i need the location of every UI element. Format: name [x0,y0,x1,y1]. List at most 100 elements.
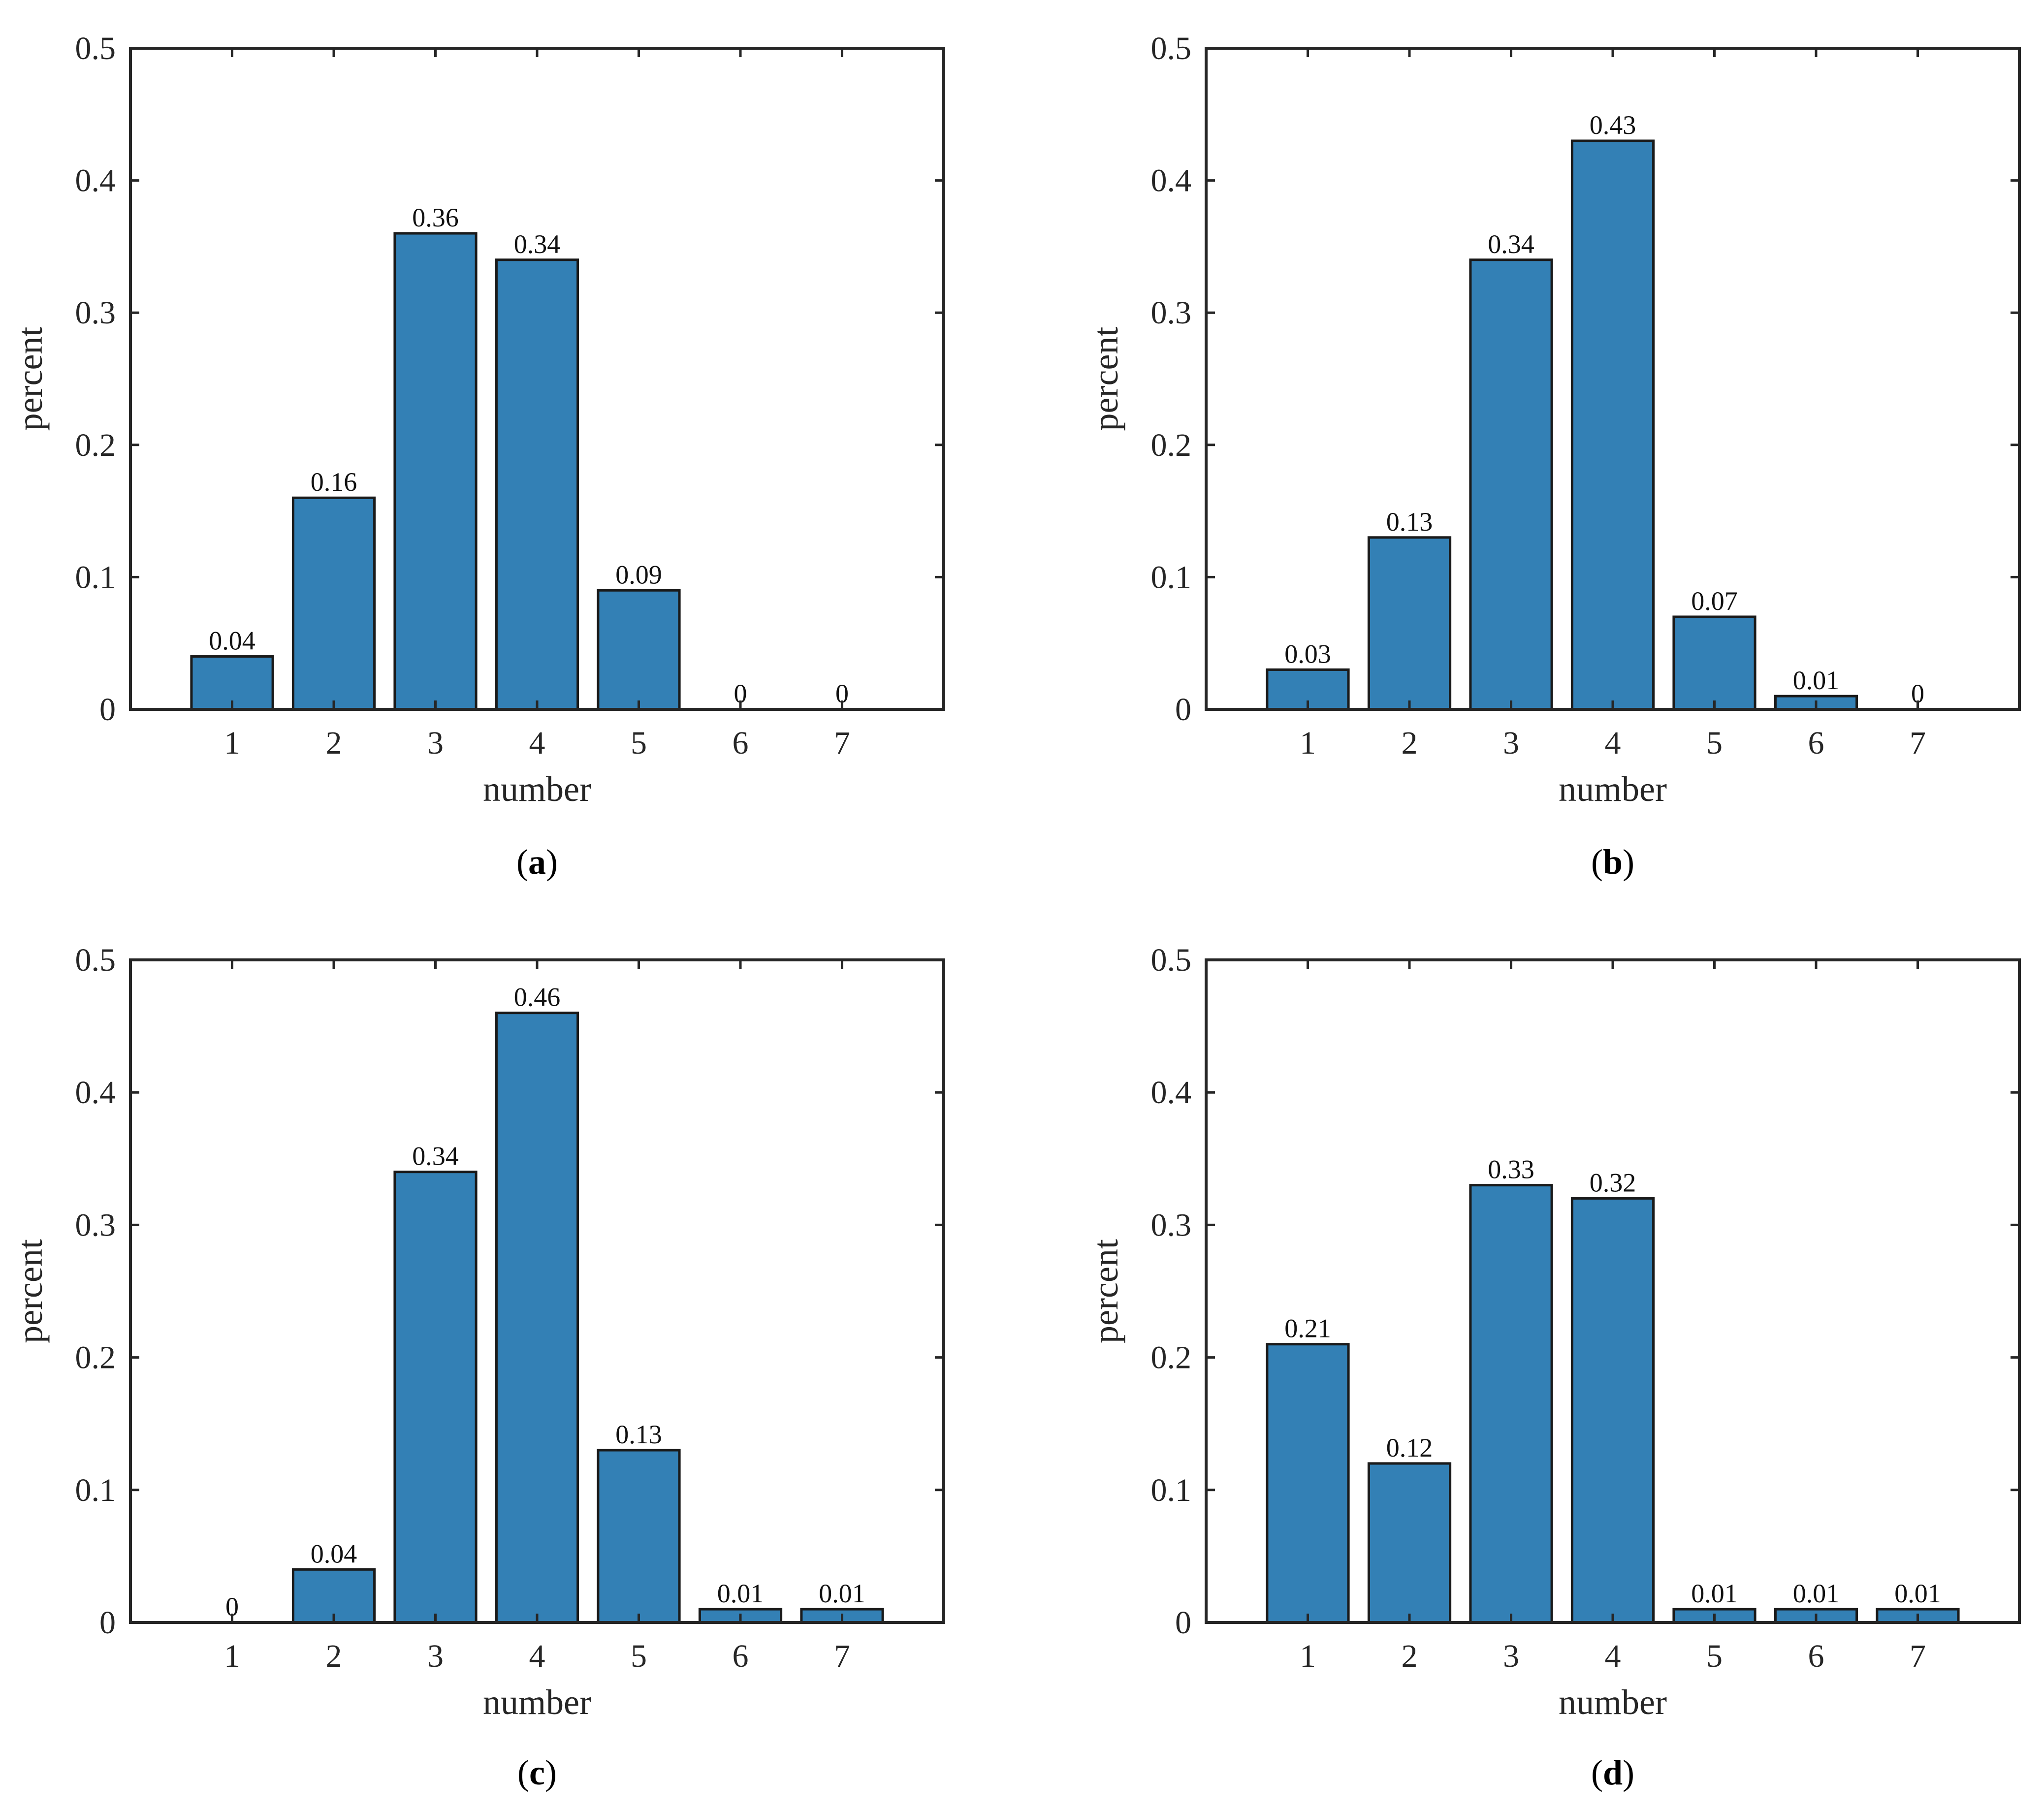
bar-value-label: 0.12 [1386,1433,1433,1462]
x-tick-label: 5 [631,1638,647,1674]
x-axis-title: number [1559,769,1667,809]
bar-d-4 [1570,1197,1655,1624]
x-tick-label: 3 [1503,1638,1519,1674]
x-tick-label: 3 [427,1638,444,1674]
bar-value-label: 0.01 [1691,1579,1738,1608]
y-tick-label: 0.2 [75,427,116,463]
y-tick-label: 0.1 [1151,1472,1192,1508]
y-tick-label: 0 [99,692,116,728]
x-tick-label: 1 [224,725,240,761]
panel-b: 0.030.130.340.430.070.01 000.10.20.30.40.… [1086,31,2021,882]
y-tick-label: 0.1 [1151,559,1192,595]
y-tick-label: 0.5 [1151,942,1192,978]
bar-value-label: 0.01 [1894,1579,1941,1608]
panel-caption: (c) [517,1753,557,1792]
bar-value-label: 0.13 [615,1420,662,1449]
bar-value-label: 0.36 [412,203,459,232]
y-tick-label: 0 [1175,692,1191,728]
x-tick-label: 5 [631,725,647,761]
y-tick-label: 0.4 [1151,163,1192,199]
x-tick-label: 4 [1605,725,1621,761]
x-tick-label: 2 [1402,1638,1418,1674]
x-tick-label: 1 [1300,725,1316,761]
x-tick-label: 1 [224,1638,240,1674]
y-axis-title: percent [10,1239,50,1343]
y-tick-label: 0.4 [75,1075,116,1111]
x-tick-label: 4 [1605,1638,1621,1674]
bar-a-3 [393,232,478,711]
bar-d-2 [1367,1462,1452,1624]
x-tick-label: 7 [834,725,850,761]
x-tick-label: 4 [529,1638,545,1674]
panel-d: 0.21 0.12 0.33 0.32 0.01 0.01 0.01 0 0.1 0.2 0.3 0.… [1086,942,2021,1792]
x-tick-label: 3 [1503,725,1519,761]
panel-caption: (b) [1591,842,1634,882]
y-tick-label: 0.5 [1151,31,1192,66]
panel-a: 0.040.160.360.340.090 000.10.20.30.40.51 2… [10,31,945,882]
bar-value-label: 0.34 [1488,229,1534,259]
y-tick-label: 0.4 [1151,1075,1192,1111]
bar-b-2 [1367,536,1452,711]
y-tick-label: 0 [1175,1605,1191,1641]
bar-b-3 [1469,258,1553,711]
y-tick-label: 0.1 [75,559,116,595]
y-tick-label: 0.1 [75,1472,116,1508]
bar-value-label: 0.13 [1386,507,1433,537]
y-tick-label: 0.2 [75,1340,116,1376]
bar-value-label: 0.04 [209,626,256,656]
y-axis-title: percent [1086,1239,1125,1343]
y-tick-label: 0.5 [75,31,116,66]
bar-b-4 [1570,139,1655,711]
y-tick-label: 0.2 [1151,1340,1192,1376]
bar-value-label: 0.21 [1284,1314,1331,1343]
panel-c: 00.040.340.460.130.01 0.0100.10.20.30.40.… [10,942,945,1792]
bar-value-label: 0.01 [1793,1579,1840,1608]
bar-a-2 [291,496,376,711]
bar-value-label: 0.09 [615,560,662,589]
y-tick-label: 0.4 [75,163,116,199]
bar-b-5 [1672,615,1757,711]
x-tick-label: 5 [1706,1638,1723,1674]
bar-value-label: 0.46 [514,983,561,1012]
bar-c-4 [495,1012,579,1624]
bar-d-1 [1266,1343,1350,1624]
y-tick-label: 0.3 [1151,1207,1192,1243]
x-tick-label: 4 [529,725,545,761]
bar-a-4 [495,258,579,711]
x-tick-label: 7 [1910,725,1926,761]
bar-value-label: 0.34 [412,1142,459,1171]
bar-value-label: 0.01 [819,1579,865,1608]
bar-value-label: 0.04 [311,1539,357,1568]
y-tick-label: 0 [99,1605,116,1641]
x-tick-label: 2 [326,725,342,761]
y-tick-label: 0.5 [75,942,116,978]
y-tick-label: 0.3 [1151,295,1192,331]
x-axis-title: number [483,769,591,809]
x-tick-label: 6 [1808,1638,1824,1674]
bar-a-5 [597,589,681,711]
x-tick-label: 5 [1706,725,1723,761]
bar-value-label: 0.34 [514,229,561,259]
x-tick-label: 7 [1910,1638,1926,1674]
x-tick-label: 7 [834,1638,850,1674]
bar-value-label: 0.33 [1488,1155,1534,1184]
bar-value-label: 0.03 [1284,639,1331,668]
bar-value-label: 0.01 [717,1579,764,1608]
x-tick-label: 1 [1300,1638,1316,1674]
panel-caption: (d) [1591,1753,1634,1792]
bar-c-5 [597,1449,681,1624]
x-tick-label: 2 [326,1638,342,1674]
bar-d-3 [1469,1184,1553,1624]
y-tick-label: 0.3 [75,1207,116,1243]
x-tick-label: 3 [427,725,444,761]
bar-value-label: 0.32 [1590,1168,1636,1198]
y-tick-label: 0.3 [75,295,116,331]
y-tick-label: 0.2 [1151,427,1192,463]
x-axis-title: number [1559,1683,1667,1722]
x-tick-label: 6 [733,725,749,761]
panel-caption: (a) [516,842,558,882]
bar-value-label: 0.16 [311,467,357,497]
bar-value-label: 0.43 [1590,110,1636,140]
